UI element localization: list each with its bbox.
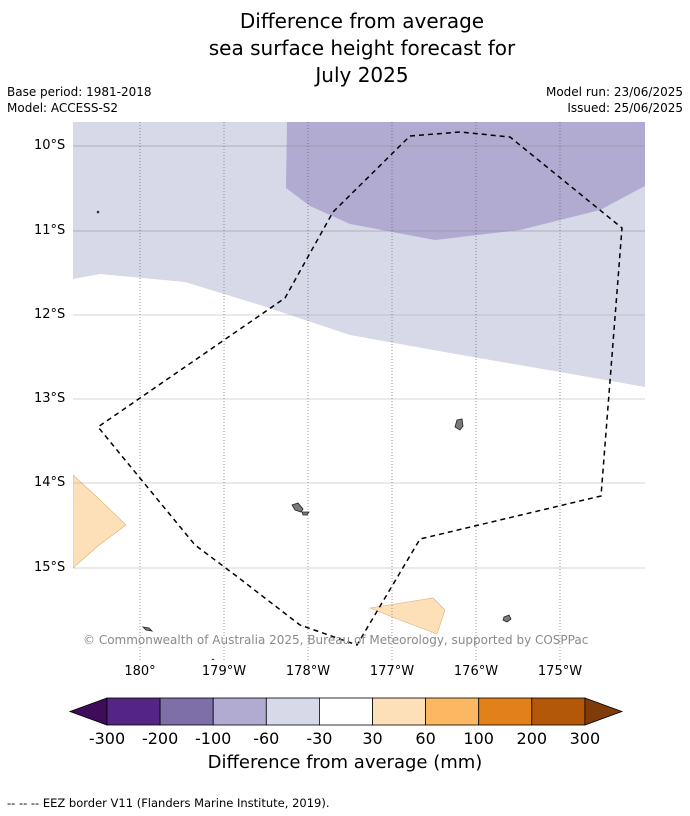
colorbar-segment [372,697,426,726]
colorbar-tick-label: -200 [141,729,179,748]
colorbar [68,697,624,726]
island-central-small [301,511,310,516]
colorbar-arrow-high [584,697,624,726]
lon-label-178w: 178°W [285,664,331,679]
copyright-notice: © Commonwealth of Australia 2025, Bureau… [83,633,589,647]
lon-label-176w: 176°W [453,664,499,679]
island-central [291,502,304,513]
anomaly-band-minus60-to-minus100 [286,122,645,240]
anomaly-band-positive-west [73,474,127,569]
lon-label-175w: 175°W [537,664,583,679]
islands [96,210,512,660]
colorbar-tick-label: 30 [362,729,383,748]
colorbar-segment [478,697,533,726]
colorbar-tick-label: -30 [306,729,333,748]
colorbar-segment [425,697,480,726]
map-title: Difference from average sea surface heig… [0,8,690,89]
lat-label-10s: 10°S [34,138,66,153]
title-line-3: July 2025 [315,63,409,87]
meta-left: Base period: 1981-2018 Model: ACCESS-S2 [7,84,152,116]
colorbar-tick-label: 100 [463,729,494,748]
colorbar-tick-label: 300 [569,729,601,748]
colorbar-segment [531,697,586,726]
model-run: Model run: 23/06/2025 [545,85,683,99]
anomaly-band-positive-south [368,597,446,635]
lon-label-179w: 179°W [201,664,247,679]
gridlines [73,122,645,660]
lon-label-180: 180° [124,664,156,679]
lat-label-14s: 14°S [34,475,66,490]
colorbar-label: Difference from average (mm) [207,752,483,773]
colorbar-tick-label: -100 [195,729,232,748]
lat-label-12s: 12°S [34,307,66,322]
map-area [73,122,645,660]
lat-label-13s: 13°S [34,391,66,406]
lat-label-15s: 15°S [34,560,66,575]
colorbar-tick-label: 60 [415,729,436,748]
model-name: Model: ACCESS-S2 [7,101,119,115]
colorbar-tick-label: 200 [516,729,548,748]
island-north-west [96,210,100,214]
issued-date: Issued: 25/06/2025 [567,101,683,115]
island-south-tiny [211,658,215,660]
footnote-eez: -- -- -- EEZ border V11 (Flanders Marine… [7,796,330,810]
island-south-east [502,614,512,623]
base-period: Base period: 1981-2018 [7,85,152,99]
colorbar-segment [159,697,214,726]
lat-label-11s: 11°S [34,223,66,238]
island-east [454,418,464,431]
colorbar-segment [106,697,161,726]
title-line-2: sea surface height forecast for [208,36,516,60]
colorbar-tick-label: -60 [253,729,280,748]
meta-right: Model run: 23/06/2025 Issued: 25/06/2025 [546,84,683,116]
title-line-1: Difference from average [239,9,485,33]
colorbar-segment [212,697,267,726]
lon-label-177w: 177°W [369,664,415,679]
island-south-west [141,626,154,632]
colorbar-arrow-low [68,697,108,726]
colorbar-segment [265,697,320,726]
colorbar-segment [318,697,373,726]
colorbar-tick-label: -300 [88,729,126,748]
